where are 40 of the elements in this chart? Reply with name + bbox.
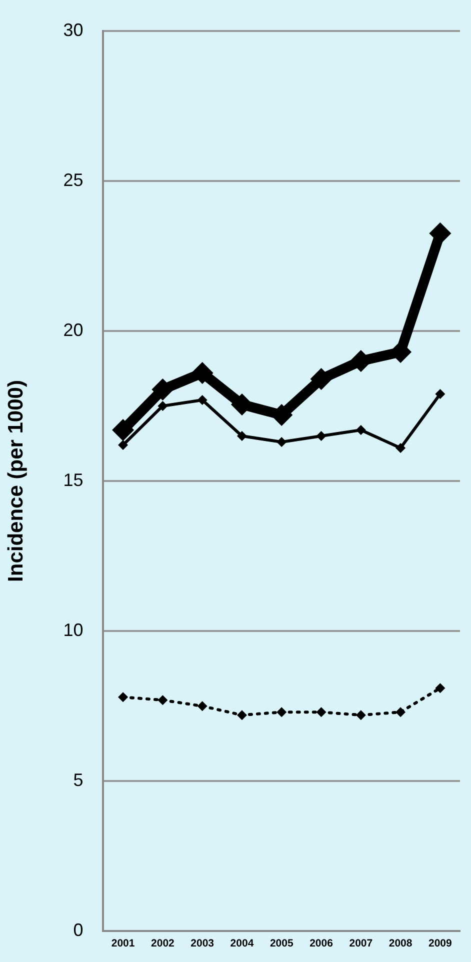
- x-tick-label: 2009: [428, 937, 452, 950]
- point: [118, 440, 128, 450]
- point: [435, 683, 446, 694]
- y-tick-label: 10: [63, 620, 84, 640]
- point: [429, 222, 452, 244]
- point: [276, 707, 287, 718]
- y-tick-label: 15: [63, 470, 84, 490]
- point: [236, 430, 247, 441]
- point: [118, 692, 128, 702]
- x-tick-label: 2004: [230, 937, 254, 950]
- point: [356, 424, 366, 435]
- point: [396, 707, 406, 718]
- point: [316, 707, 326, 718]
- x-tick-label: 2007: [349, 937, 373, 950]
- point: [152, 378, 174, 400]
- point: [310, 368, 332, 390]
- point: [158, 400, 168, 411]
- y-tick-label: 5: [73, 770, 84, 790]
- point: [316, 430, 326, 441]
- y-tick-label: 20: [63, 320, 84, 340]
- x-tick-label: 2001: [111, 937, 135, 950]
- point: [396, 442, 406, 453]
- x-tick-label: 2008: [388, 937, 412, 950]
- point: [236, 710, 247, 720]
- x-tick-label: 2003: [190, 937, 214, 950]
- point: [276, 436, 287, 447]
- y-tick-label: 0: [73, 920, 84, 940]
- point: [112, 418, 134, 441]
- y-tick-label: 25: [63, 170, 84, 190]
- x-tick-label: 2005: [270, 937, 294, 950]
- x-tick-label: 2006: [310, 937, 334, 950]
- point: [435, 388, 446, 399]
- y-tick-label: 30: [63, 20, 84, 40]
- x-tick-label: 2002: [151, 937, 175, 950]
- point: [197, 394, 208, 405]
- point: [197, 701, 208, 712]
- point: [356, 710, 366, 720]
- point: [158, 695, 168, 706]
- point: [191, 362, 214, 384]
- y-axis-title: Incidence (per 1000): [4, 380, 28, 582]
